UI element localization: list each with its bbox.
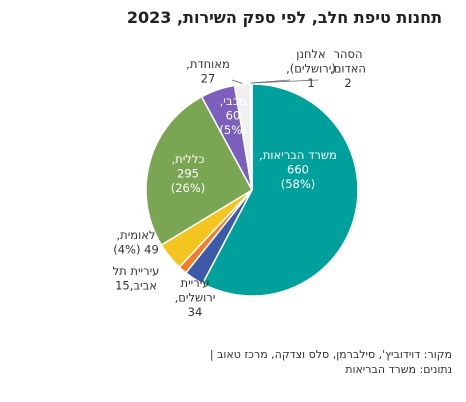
slice-label-telaviv: עיריית תל אביב,15: [113, 264, 160, 293]
slice-label-meuhedet: מאוחדת, 27: [186, 57, 230, 86]
pie-slice-clalit: [145, 95, 253, 247]
slice-label-maccabi: מכבי, 60 (5%): [219, 94, 246, 137]
slice-label-leumit: לאומית, 49 (4%): [113, 228, 159, 257]
source-note: מקור: דוידוביץ', סילברמן, סלס וצדקה, מרכ…: [210, 347, 452, 377]
slice-label-moh: משרד הבריאות, 660 (58%): [259, 148, 337, 191]
slice-label-clalit: כללית, 295 (26%): [171, 152, 206, 195]
slice-label-elhanan: אלחנן (ירושלים), 1: [286, 47, 336, 90]
pie-slice-moh: [201, 83, 359, 297]
leader-line-meuhedet: [231, 79, 243, 84]
source-line: מקור: דוידוביץ', סילברמן, סלס וצדקה, מרכ…: [209, 348, 452, 361]
chart-title: תחנות טיפת חלב, לפי ספק השירות, 2023: [126, 8, 442, 27]
leader-line-redcrescent: [251, 79, 319, 84]
slice-label-jerusalem: עיריית ירושלים, 34: [175, 276, 216, 319]
slice-label-redcrescent: הסהר האדום, 2: [330, 47, 366, 90]
pie-slice-redcrescent: [250, 83, 253, 191]
data-source-line: נתונים: משרד הבריאות: [345, 363, 452, 376]
